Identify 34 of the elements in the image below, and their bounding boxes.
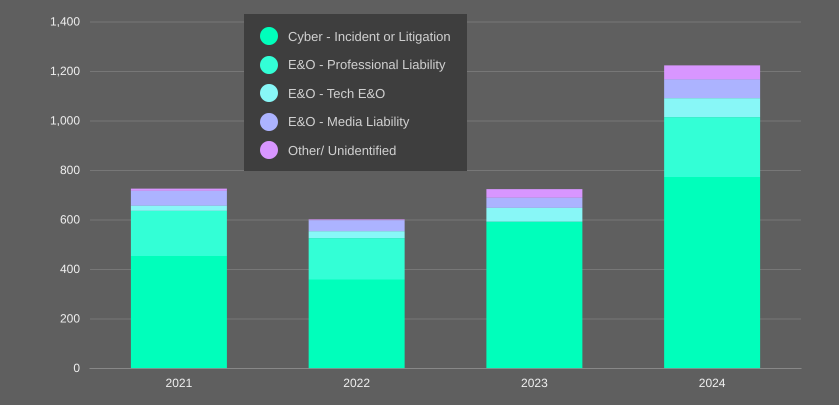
y-tick-label: 200 xyxy=(60,311,80,326)
bar xyxy=(486,222,582,368)
y-tick-label: 400 xyxy=(60,262,80,276)
bar xyxy=(664,176,760,368)
y-tick-label: 1,000 xyxy=(50,113,80,128)
bar xyxy=(664,117,760,177)
bar xyxy=(130,256,227,368)
y-tick-label: 600 xyxy=(60,212,80,226)
bar xyxy=(486,198,582,208)
x-tick-label: 2024 xyxy=(698,376,726,390)
bar xyxy=(308,220,405,232)
bar xyxy=(486,189,582,198)
x-tick-label: 2023 xyxy=(521,376,548,390)
x-tick-label: 2021 xyxy=(166,376,193,390)
bar xyxy=(664,79,760,98)
bar xyxy=(486,208,582,222)
bar xyxy=(308,238,405,280)
bar xyxy=(308,231,405,238)
y-tick-label: 1,200 xyxy=(50,64,80,78)
y-tick-label: 1,400 xyxy=(50,14,80,28)
legend-label: E&O - Professional Liability xyxy=(288,57,446,72)
x-tick-label: 2022 xyxy=(343,376,370,390)
bar xyxy=(308,279,405,368)
bar xyxy=(664,98,760,118)
bar xyxy=(130,190,227,206)
legend-label: E&O - Tech E&O xyxy=(288,86,386,101)
legend-label: Cyber - Incident or Litigation xyxy=(288,28,451,44)
bar xyxy=(130,206,227,211)
bar xyxy=(130,210,227,256)
y-tick-label: 800 xyxy=(60,162,80,177)
bar xyxy=(664,65,760,80)
legend-label: E&O - Media Liability xyxy=(288,114,410,130)
legend-label: Other/ Unidentified xyxy=(288,142,396,158)
y-tick-label: 0 xyxy=(73,360,80,375)
